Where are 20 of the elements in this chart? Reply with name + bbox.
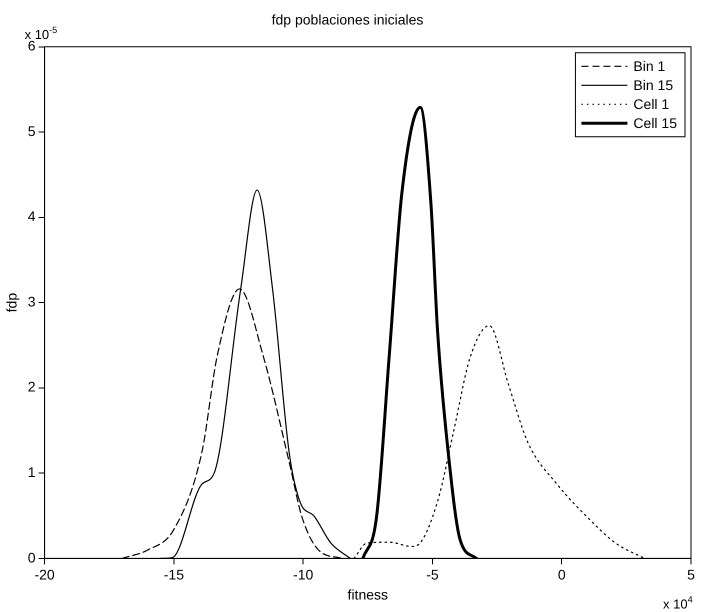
- y-tick-label: 1: [28, 464, 36, 480]
- x-tick-label: 5: [687, 566, 696, 583]
- y-tick-label: 2: [28, 378, 36, 395]
- y-axis-title: fdp: [3, 292, 20, 312]
- y-tick-label: 3: [28, 293, 36, 310]
- y-tick-label: 5: [28, 122, 36, 139]
- x-tick-label: -5: [426, 566, 439, 583]
- y-tick-label: 0: [28, 549, 36, 566]
- x-tick-label: -20: [34, 566, 55, 583]
- y-tick-label: 6: [28, 38, 36, 54]
- legend-label: Bin 15: [633, 77, 674, 94]
- legend-label: Cell 1: [633, 96, 670, 112]
- x-axis-title: fitness: [348, 586, 388, 602]
- chart-title: fdp poblaciones iniciales: [272, 11, 424, 28]
- x-tick-label: -10: [293, 566, 314, 583]
- x-tick-label: 0: [558, 566, 566, 583]
- legend-label: Cell 15: [633, 115, 678, 132]
- x-tick-label: -15: [164, 566, 184, 583]
- y-tick-label: 4: [28, 208, 36, 224]
- legend-label: Bin 1: [633, 58, 666, 74]
